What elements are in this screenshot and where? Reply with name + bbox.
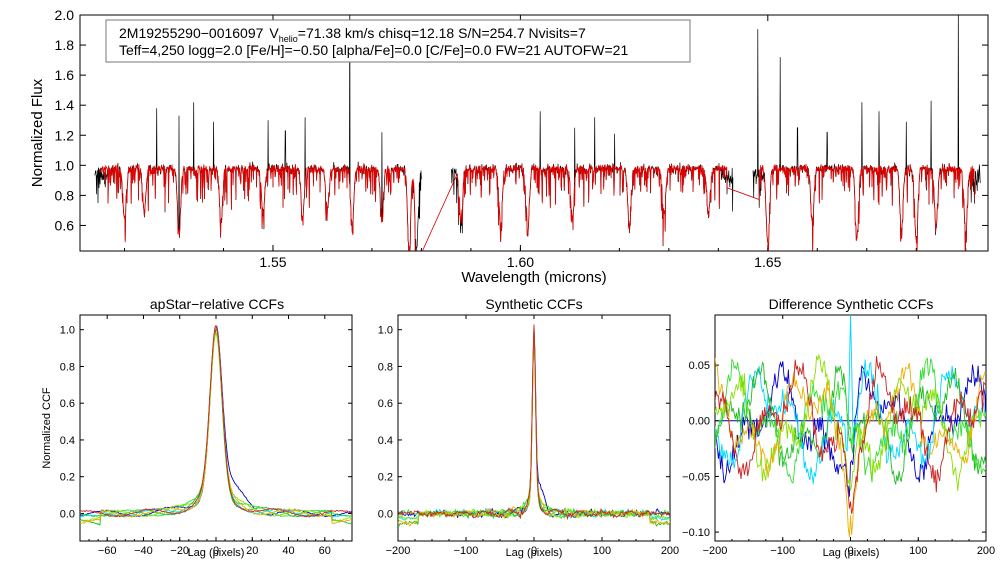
ccf-series-6 [398,327,670,526]
x-tick-label: 0 [213,545,219,557]
y-tick-label: −0.10 [682,527,710,539]
difference-ccf-xlabel: Lag (pixels) [823,547,880,559]
x-tick-label: 1.65 [754,254,781,270]
x-tick-label: 200 [977,545,995,557]
apstar-ccf-ylabel: Normalized CCF [41,387,53,469]
annotation-line1: 2M19255290−0016097 Vhelio=71.38 km/s chis… [119,25,586,44]
difference-ccf-lines [715,315,986,538]
x-tick-label: 1.60 [507,254,534,270]
y-tick-label: 1.2 [55,127,75,143]
y-tick-label: 0.4 [378,435,393,447]
spectrum-xlabel: Wavelength (microns) [461,269,606,286]
x-tick-label: −60 [98,545,117,557]
ccf-series-5 [80,331,352,522]
apstar-ccf-panel: apStar−relative CCFs −60 −40 −20 0 20 40 60 0.0… [41,296,353,559]
y-tick-label: 1.6 [55,67,75,83]
x-tick-label: 100 [593,545,611,557]
annotation-frame [105,19,691,63]
y-tick-label: 0.8 [378,361,393,373]
y-tick-label: 1.0 [60,325,75,337]
x-tick-label: −200 [703,545,728,557]
x-tick-label: 60 [319,545,331,557]
ccf-series-2 [398,325,670,522]
apstar-ccf-plot-frame [79,314,353,542]
ccf-series-3 [80,326,352,526]
ccf-series-1 [398,329,670,519]
apstar-ccf-xlabel: Lag (pixels) [188,547,245,559]
difference-ccf-panel: Difference Synthetic CCFs −200 −100 0 100 20… [682,296,995,559]
x-tick-label: −20 [170,545,189,557]
ccf-series-1 [80,326,352,518]
y-tick-label: 0.6 [60,398,75,410]
synthetic-ccf-plot-frame [397,314,671,542]
x-tick-label: −100 [454,545,479,557]
ccf-series-7 [80,324,352,518]
x-tick-label: 200 [661,545,679,557]
apstar-ccf-lines [80,324,352,526]
synthetic-ccf-xlabel: Lag (pixels) [506,547,563,559]
x-tick-label: 0 [531,545,537,557]
x-tick-label: 20 [246,545,258,557]
x-tick-label: −200 [386,545,411,557]
difference-series-6 [715,357,986,538]
y-tick-label: 1.8 [55,37,75,53]
ccf-series-6 [80,325,352,525]
y-tick-label: 0.0 [60,508,75,520]
difference-series-5 [715,353,986,491]
x-tick-label: 0 [847,545,853,557]
ccf-series-5 [398,331,670,522]
synthetic-ccf-panel: Synthetic CCFs −200 −100 0 100 200 0.0 0.2 0.4 0… [378,296,679,559]
y-tick-label: 0.00 [689,416,710,428]
y-tick-label: 0.6 [55,217,75,233]
y-tick-label: 0.0 [378,508,393,520]
x-tick-label: −100 [770,545,795,557]
ccf-series-3 [398,327,670,527]
spectrum-lines [94,15,981,251]
spectrum-ylabel: Normalized Flux [29,78,46,187]
spectrum-axis-ticks: 1.55 1.60 1.65 0.6 0.8 1.0 1.2 1.4 1.6 1.8 2.0 [55,7,988,270]
y-tick-label: 1.4 [55,97,75,113]
x-tick-label: 100 [909,545,927,557]
y-tick-label: 0.2 [378,472,393,484]
synthetic-ccf-lines [398,324,670,527]
y-tick-label: 0.2 [60,472,75,484]
annotation-v-prefix: V [269,25,279,41]
y-tick-label: 2.0 [55,7,75,23]
y-tick-label: 0.4 [60,435,75,447]
difference-ccf-axis-ticks: −200 −100 0 100 200 −0.10 −0.05 0.00 0.05 [682,315,995,557]
spectrum-panel: 1.55 1.60 1.65 0.6 0.8 1.0 1.2 1.4 1.6 1.8 2.0 2M1… [29,7,989,286]
annotation-v-sub: helio [279,34,298,44]
annotation-v-rest: =71.38 km/s chisq=12.18 S/N=254.7 Nvisit… [298,25,586,41]
spectrum-plot-frame [79,14,989,252]
y-tick-label: 1.0 [55,157,75,173]
difference-ccf-title: Difference Synthetic CCFs [769,296,934,312]
synthetic-ccf-axis-ticks: −200 −100 0 100 200 0.0 0.2 0.4 0.6 0.8 1.0 [378,315,679,557]
y-tick-label: −0.05 [682,471,710,483]
y-tick-label: 0.8 [55,187,75,203]
synthetic-ccf-title: Synthetic CCFs [485,296,582,312]
ccf-series-7 [398,324,670,521]
y-tick-label: 0.8 [60,361,75,373]
x-tick-label: −40 [134,545,153,557]
x-tick-label: 40 [282,545,294,557]
apstar-ccf-title: apStar−relative CCFs [150,296,284,312]
spectrum-annotation-box: 2M19255290−0016097 Vhelio=71.38 km/s chis… [105,19,691,63]
annotation-star-id: 2M19255290−0016097 [119,25,264,41]
ccf-series-4 [398,333,670,520]
x-tick-label: 1.55 [259,254,286,270]
y-tick-label: 1.0 [378,325,393,337]
ccf-series-4 [80,332,352,518]
spectrum-series-model [100,162,975,251]
difference-series-2 [715,315,986,484]
ccf-series-2 [80,324,352,518]
y-tick-label: 0.6 [378,398,393,410]
difference-series-7 [715,355,986,514]
annotation-line2: Teff=4,250 logg=2.0 [Fe/H]=−0.50 [alpha/… [119,42,628,58]
apstar-ccf-axis-ticks: −60 −40 −20 0 20 40 60 0.0 0.2 0.4 0.6 0.8 1.0 [60,315,353,557]
y-tick-label: 0.05 [689,360,710,372]
